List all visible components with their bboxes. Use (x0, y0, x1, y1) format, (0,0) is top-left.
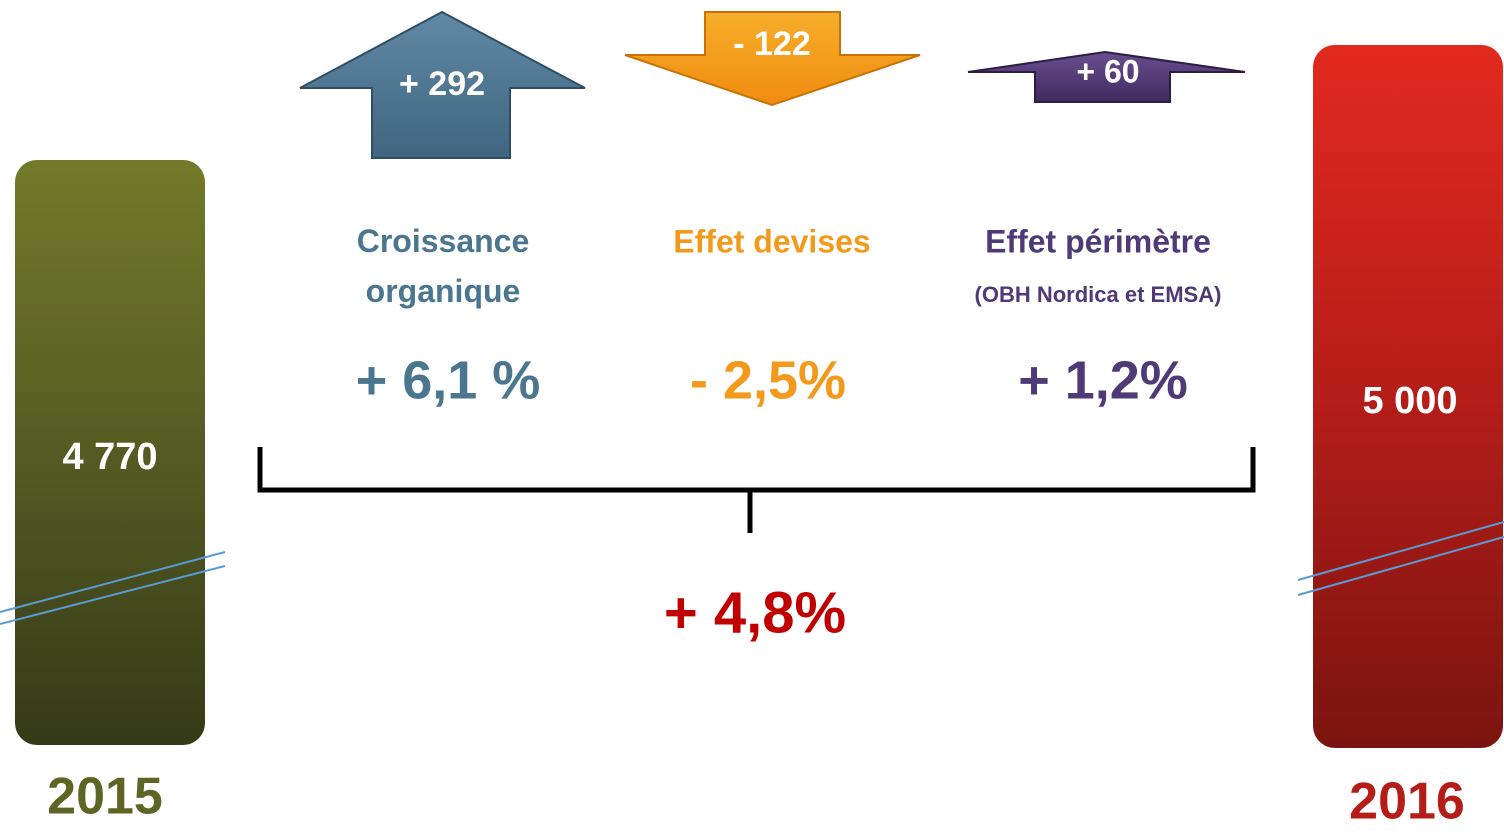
year-label: 2015 (47, 768, 163, 826)
up-arrow (299, 10, 586, 159)
effect-percent: - 2,5% (690, 350, 846, 410)
effect-amount: + 292 (399, 65, 485, 103)
bar-2015 (15, 160, 205, 745)
axis-break (0, 521, 1504, 625)
year-label: 2016 (1349, 773, 1465, 831)
effect-label: Effet périmètre (985, 223, 1211, 259)
effect-label: Effet devises (673, 223, 870, 259)
effect-percent: + 6,1 % (356, 350, 541, 410)
down-arrow (624, 11, 921, 107)
total-percent: + 4,8% (664, 580, 846, 645)
effect-percent: + 1,2% (1018, 350, 1188, 410)
effect-label-line: Croissance (357, 223, 530, 259)
effect-sublabel: (OBH Nordica et EMSA) (975, 282, 1222, 307)
effect-label-line: organique (366, 273, 521, 309)
effect-amount: + 60 (1076, 53, 1139, 89)
bar-value: 4 770 (62, 436, 157, 478)
effect-label: Croissance organique (357, 223, 530, 309)
bar-value: 5 000 (1362, 380, 1457, 422)
bar-2016 (1313, 45, 1503, 748)
bracket (257, 447, 1256, 533)
up-arrow (967, 50, 1246, 103)
effect-amount: - 122 (733, 25, 811, 63)
